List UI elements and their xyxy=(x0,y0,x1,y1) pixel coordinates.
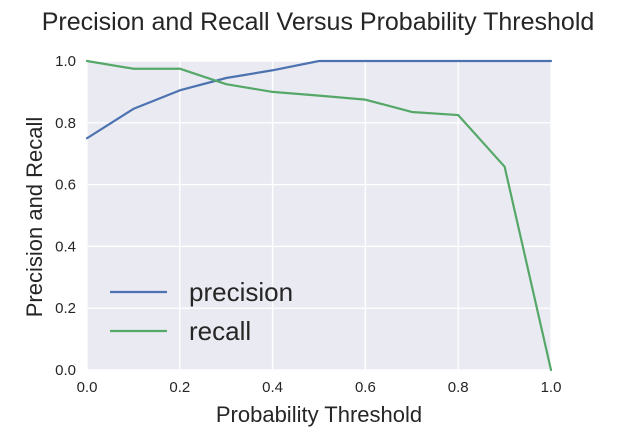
y-tick-label: 0.4 xyxy=(55,238,76,255)
x-tick-label: 0.4 xyxy=(262,379,283,396)
y-axis-label: Precision and Recall xyxy=(22,117,47,318)
chart-title: Precision and Recall Versus Probability … xyxy=(42,8,595,36)
x-tick-labels: 0.0 0.2 0.4 0.6 0.8 1.0 xyxy=(77,379,562,396)
x-tick-label: 1.0 xyxy=(541,379,562,396)
y-tick-label: 0.6 xyxy=(55,177,76,194)
x-tick-label: 0.2 xyxy=(169,379,190,396)
grid xyxy=(86,60,552,371)
series-line-recall xyxy=(85,59,553,372)
x-tick-label: 0.8 xyxy=(448,379,469,396)
plot-area xyxy=(87,61,551,370)
x-axis-label: Probability Threshold xyxy=(216,402,422,427)
x-tick-label: 0.6 xyxy=(355,379,376,396)
y-tick-label: 1.0 xyxy=(55,53,76,70)
legend-label-recall: recall xyxy=(189,316,251,346)
y-tick-labels: 0.0 0.2 0.4 0.6 0.8 1.0 xyxy=(55,53,76,379)
y-tick-label: 0.0 xyxy=(55,362,76,379)
series-line-precision xyxy=(85,59,553,140)
series-group xyxy=(85,59,553,372)
legend-label-precision: precision xyxy=(189,277,293,307)
x-tick-label: 0.0 xyxy=(77,379,98,396)
y-tick-label: 0.8 xyxy=(55,115,76,132)
y-tick-label: 0.2 xyxy=(55,300,76,317)
legend: precision recall xyxy=(110,277,293,346)
